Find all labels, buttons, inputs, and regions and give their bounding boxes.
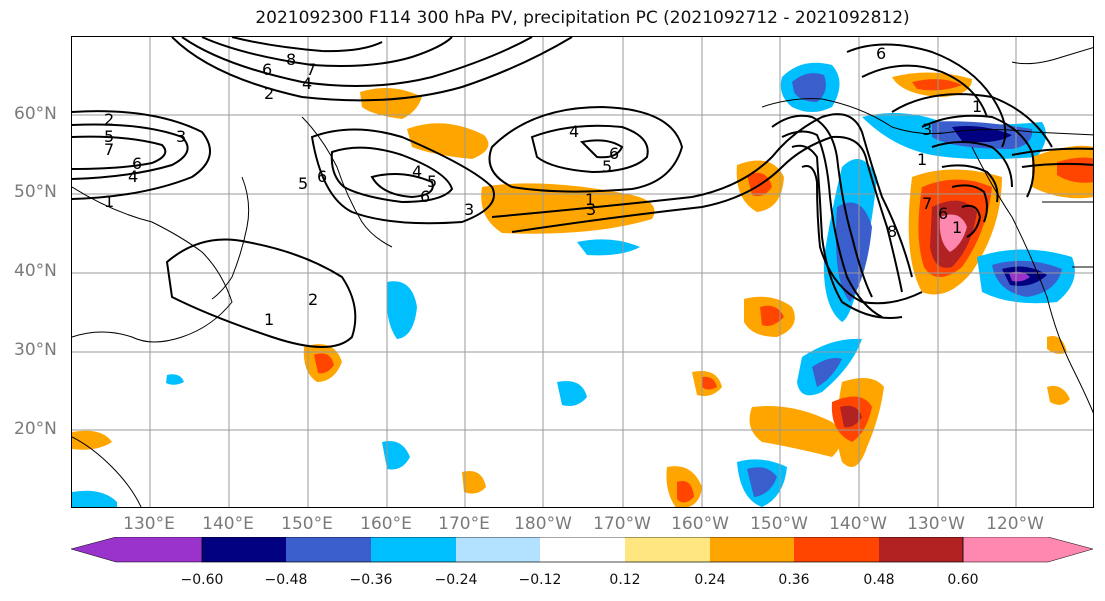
contour-label: 7 (104, 140, 114, 159)
lat-label-30n: 30°N (14, 340, 57, 360)
lat-label-20n: 20°N (14, 419, 57, 439)
contour-label: 6 (420, 187, 430, 206)
colorbar-segment (794, 537, 879, 562)
colorbar (71, 537, 1094, 563)
lon-label-160w: 160°W (671, 514, 729, 534)
colorbar-segment (540, 537, 625, 562)
colorbar-tick-label: −0.24 (434, 572, 478, 588)
lon-label-130w: 130°W (907, 514, 965, 534)
contour-labels: 2 5 7 6 4 1 3 6 8 7 4 2 3 6 5 4 5 6 3 1 … (104, 44, 982, 329)
colorbar-tick-label: 0.60 (947, 572, 979, 588)
contour-label: 6 (132, 154, 142, 173)
colorbar-tick-label: 0.24 (694, 572, 726, 588)
colorbar-tick-label: 0.12 (609, 572, 641, 588)
colorbar-tick-label: −0.60 (180, 572, 224, 588)
colorbar-segment (286, 537, 371, 562)
colorbar-segment (879, 537, 963, 562)
contour-label: 6 (317, 167, 327, 186)
contour-label: 5 (427, 172, 437, 191)
lon-label-180w: 180°W (514, 514, 572, 534)
contour-label: 5 (298, 174, 308, 193)
colorbar-segment (456, 537, 540, 562)
lon-label-140e: 140°E (202, 514, 254, 534)
map-panel: 2 5 7 6 4 1 3 6 8 7 4 2 3 6 5 4 5 6 3 1 … (71, 36, 1094, 508)
contour-label: 7 (922, 194, 932, 213)
lon-label-160e: 160°E (360, 514, 412, 534)
map-canvas: 2 5 7 6 4 1 3 6 8 7 4 2 3 6 5 4 5 6 3 1 … (72, 37, 1093, 507)
contour-label: 2 (264, 84, 274, 103)
contour-label: 6 (262, 60, 272, 79)
colorbar-tick-label: 0.48 (863, 572, 895, 588)
contour-label: 8 (887, 222, 897, 241)
contour-label: 6 (876, 44, 886, 63)
lon-label-150w: 150°W (750, 514, 808, 534)
contour-label: 2 (104, 110, 114, 129)
colorbar-tick-label: −0.48 (264, 572, 308, 588)
contour-label: 1 (917, 150, 927, 169)
contour-label: 1 (104, 192, 114, 211)
contour-label: 3 (922, 120, 932, 139)
lat-label-60n: 60°N (14, 104, 57, 124)
contour-label: 4 (412, 162, 422, 181)
contour-label: 1 (585, 190, 595, 209)
colorbar-segment (625, 537, 710, 562)
contour-label: 4 (302, 74, 312, 93)
contour-label: 6 (609, 144, 619, 163)
contour-label: 5 (602, 157, 612, 176)
contour-label: 3 (586, 200, 596, 219)
colorbar-tick-label: −0.36 (349, 572, 393, 588)
colorbar-tick-label: −0.12 (518, 572, 562, 588)
contour-label: 7 (306, 60, 316, 79)
lon-label-170w: 170°W (593, 514, 651, 534)
colorbar-tick-label: 0.36 (778, 572, 810, 588)
contour-label: 2 (308, 290, 318, 309)
contour-label: 1 (264, 310, 274, 329)
contour-label: 1 (972, 97, 982, 116)
graticule (72, 37, 1093, 507)
colorbar-segment (962, 537, 1094, 563)
contour-label: 5 (104, 127, 114, 146)
precip-shading (72, 62, 1093, 507)
map-title: 2021092300 F114 300 hPa PV, precipitatio… (255, 8, 910, 28)
contour-label: 3 (176, 127, 186, 146)
lon-label-150e: 150°E (281, 514, 333, 534)
lat-label-40n: 40°N (14, 261, 57, 281)
lon-label-130e: 130°E (123, 514, 175, 534)
colorbar-segment (371, 537, 456, 562)
contour-label: 3 (464, 200, 474, 219)
contour-label: 1 (952, 218, 962, 237)
colorbar-segment (71, 537, 203, 563)
lon-label-120w: 120°W (986, 514, 1044, 534)
contour-label: 8 (286, 50, 296, 69)
colorbar-segment (202, 537, 286, 562)
contour-label: 4 (128, 167, 138, 186)
pv-contours (72, 37, 1093, 348)
lon-label-140w: 140°W (829, 514, 887, 534)
colorbar-segment (710, 537, 794, 562)
contour-label: 6 (938, 204, 948, 223)
contour-label: 4 (569, 122, 579, 141)
lon-label-170e: 170°E (438, 514, 490, 534)
lat-label-50n: 50°N (14, 182, 57, 202)
coastlines (72, 47, 1093, 507)
